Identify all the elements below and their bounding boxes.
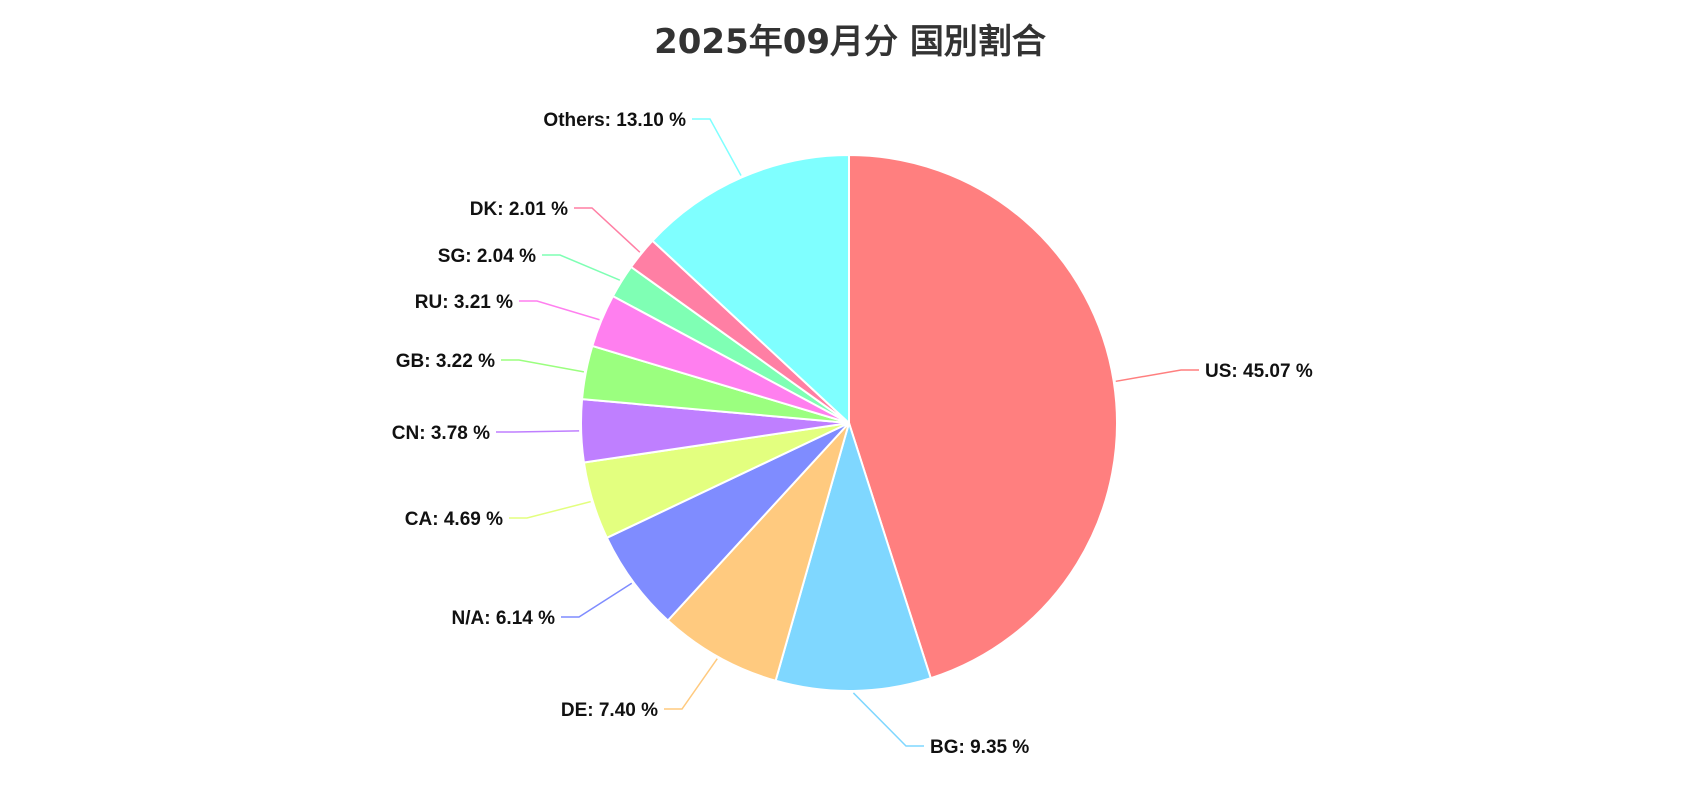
slice-label: DE: 7.40 % (561, 700, 658, 721)
chart-title: 2025年09月分 国別割合 (654, 22, 1046, 62)
slice-label: CN: 3.78 % (392, 423, 490, 444)
slice-label: RU: 3.21 % (415, 292, 513, 313)
label-line (664, 658, 718, 710)
pie-slice-de[interactable] (666, 422, 850, 682)
label-line (852, 692, 924, 747)
slice-label: BG: 9.35 % (930, 737, 1029, 758)
label-line (574, 207, 641, 253)
label-line (496, 430, 580, 433)
slice-label: N/A: 6.14 % (452, 608, 556, 629)
pie-slice-us[interactable] (848, 154, 1118, 680)
label-line (542, 254, 621, 281)
pie-slice-bg[interactable] (774, 422, 932, 692)
label-line (501, 359, 585, 373)
slice-label: CA: 4.69 % (405, 509, 503, 530)
slice-label: Others: 13.10 % (543, 110, 686, 131)
label-line (509, 500, 591, 519)
label-line (519, 300, 600, 321)
slice-label: SG: 2.04 % (438, 246, 536, 267)
label-line (561, 582, 633, 618)
slice-label: DK: 2.01 % (470, 199, 568, 220)
label-line (692, 118, 742, 176)
slice-label: GB: 3.22 % (396, 351, 495, 372)
slice-label: US: 45.07 % (1205, 361, 1313, 382)
label-line (1115, 369, 1199, 383)
pie-slice-others[interactable] (651, 154, 850, 424)
